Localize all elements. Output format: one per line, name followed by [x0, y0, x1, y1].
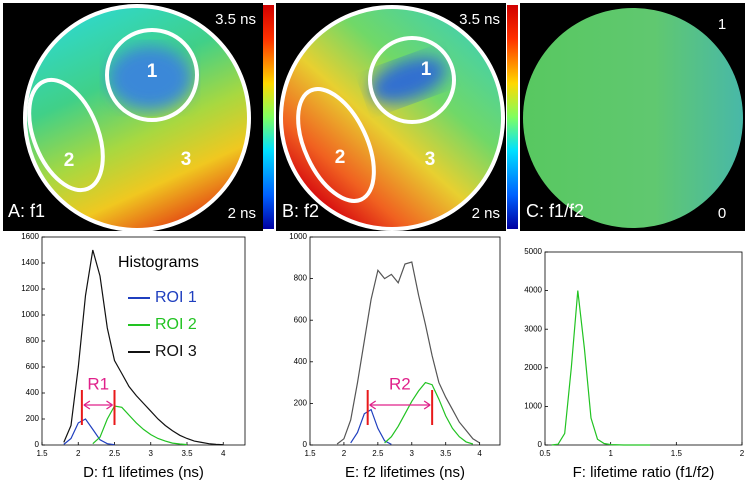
x-tick-label: 1 — [608, 449, 613, 458]
y-tick-label: 400 — [294, 357, 308, 366]
roi-outline — [279, 5, 505, 231]
x-tick-label: 2.5 — [372, 449, 384, 458]
legend-title: Histograms — [118, 254, 199, 271]
annotation: R2 — [389, 374, 411, 393]
roi-label: 2 — [335, 147, 346, 168]
x-tick-label: 2 — [76, 449, 81, 458]
x-tick-label: 2 — [740, 449, 745, 458]
y-tick-label: 5000 — [524, 247, 542, 256]
roi-label: 1 — [147, 61, 158, 82]
y-tick-label: 600 — [26, 362, 40, 371]
x-tick-label: 3 — [410, 449, 415, 458]
series-line — [551, 290, 651, 446]
x-tick-label: 3 — [149, 449, 154, 458]
panel-label: C: f1/f2 — [526, 201, 584, 221]
y-tick-label: 4000 — [524, 286, 542, 295]
series-line — [63, 418, 115, 446]
ratio-map — [523, 8, 743, 228]
x-tick-label: 3.5 — [181, 449, 193, 458]
y-tick-label: 0 — [303, 440, 308, 449]
series-line — [92, 405, 188, 446]
panel-label: A: f1 — [8, 201, 45, 221]
annotation: R1 — [87, 374, 109, 393]
y-tick-label: 400 — [26, 388, 40, 397]
y-tick-label: 0 — [538, 440, 543, 449]
roi-label: 3 — [425, 149, 436, 170]
panel-label: B: f2 — [282, 201, 319, 221]
roi-outline — [105, 28, 199, 122]
y-tick-label: 3000 — [524, 324, 542, 333]
y-tick-label: 1000 — [524, 402, 542, 411]
scale-max: 3.5 ns — [459, 11, 500, 28]
series-line — [350, 408, 392, 445]
y-tick-label: 2000 — [524, 363, 542, 372]
series-line — [63, 249, 224, 446]
x-tick-label: 1.5 — [671, 449, 683, 458]
panel-c: 1 0 C: f1/f2 — [520, 3, 745, 231]
y-tick-label: 1400 — [21, 258, 39, 267]
colorbar — [263, 5, 274, 229]
axes-frame — [309, 236, 501, 446]
scale-max: 3.5 ns — [215, 11, 256, 28]
x-axis-label: E: f2 lifetimes (ns) — [345, 464, 465, 481]
y-tick-label: 1000 — [289, 232, 307, 241]
x-tick-label: 1.5 — [304, 449, 316, 458]
x-tick-label: 2 — [342, 449, 347, 458]
legend-label: ROI 2 — [155, 316, 197, 333]
x-tick-label: 3.5 — [440, 449, 452, 458]
x-tick-label: 4 — [477, 449, 482, 458]
x-tick-label: 1.5 — [36, 449, 48, 458]
roi-label: 3 — [181, 149, 192, 170]
x-tick-label: 4 — [221, 449, 226, 458]
scale-min: 2 ns — [228, 205, 256, 222]
y-tick-label: 600 — [294, 315, 308, 324]
roi-outline — [23, 4, 251, 232]
blue-region — [369, 56, 447, 104]
y-tick-label: 1600 — [21, 232, 39, 241]
x-tick-label: 2.5 — [109, 449, 121, 458]
y-tick-label: 200 — [26, 414, 40, 423]
y-tick-label: 200 — [294, 399, 308, 408]
arrow-head — [369, 400, 431, 410]
x-axis-label: F: lifetime ratio (f1/f2) — [573, 464, 715, 481]
legend-label: ROI 1 — [155, 289, 197, 306]
y-tick-label: 800 — [26, 336, 40, 345]
y-tick-label: 0 — [35, 440, 40, 449]
panel-b: 1 2 3 3.5 ns 2 ns B: f2 — [276, 3, 518, 231]
x-tick-label: 0.5 — [539, 449, 551, 458]
arrow-head — [83, 400, 113, 410]
colorbar — [507, 5, 518, 229]
blue-region — [108, 46, 192, 110]
panel-a: 1 2 3 3.5 ns 2 ns A: f1 — [3, 3, 274, 232]
series-line — [384, 381, 474, 445]
scale-min: 2 ns — [472, 205, 500, 222]
roi-outline — [368, 36, 456, 124]
series-line — [336, 261, 480, 445]
legend-label: ROI 3 — [155, 343, 197, 360]
roi-outline — [296, 87, 376, 203]
scale-min: 0 — [718, 205, 726, 222]
y-tick-label: 800 — [294, 274, 308, 283]
roi-label: 2 — [64, 150, 75, 171]
y-tick-label: 1000 — [21, 310, 39, 319]
y-tick-label: 1200 — [21, 284, 39, 293]
x-axis-label: D: f1 lifetimes (ns) — [83, 464, 204, 481]
scale-max: 1 — [718, 16, 726, 33]
roi-outline — [27, 77, 105, 193]
roi-label: 1 — [421, 59, 432, 80]
axes-frame — [544, 251, 743, 446]
